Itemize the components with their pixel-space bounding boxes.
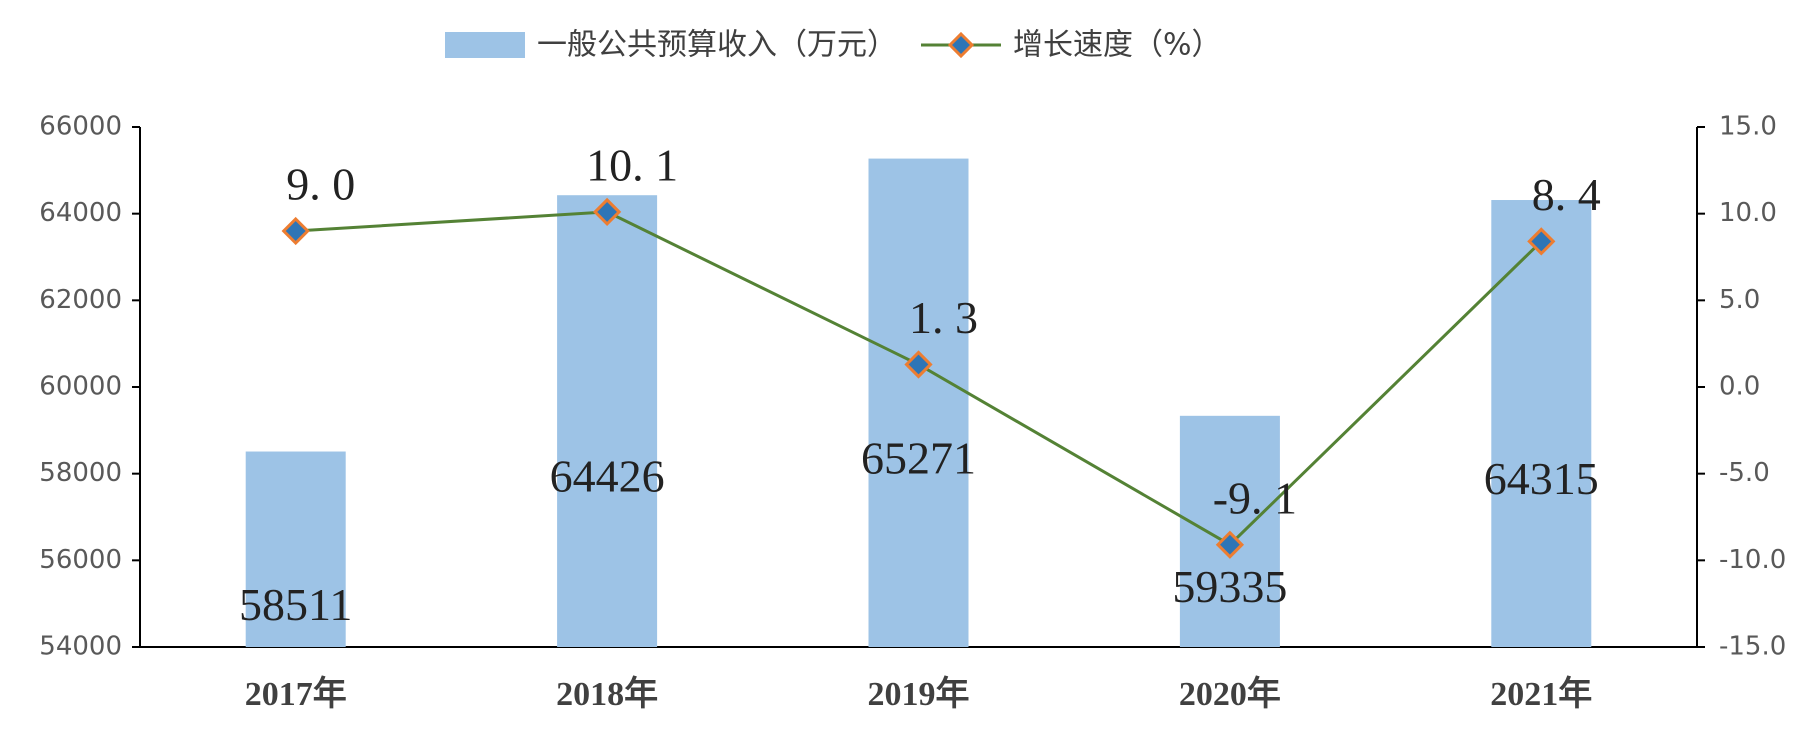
legend-swatch <box>445 32 525 58</box>
line-value-label: 9. 0 <box>286 159 355 210</box>
y-tick-label: 66000 <box>39 112 122 142</box>
bar-value-label: 64426 <box>550 451 665 502</box>
legend-label: 增长速度（%） <box>1013 28 1222 63</box>
y2-tick-label: -5.0 <box>1719 458 1770 488</box>
bar <box>557 195 658 647</box>
x-tick-label: 2018年 <box>556 675 658 713</box>
y-tick-label: 56000 <box>39 545 122 575</box>
bar-value-label: 64315 <box>1484 453 1599 504</box>
marker <box>592 197 622 227</box>
y-tick-label: 60000 <box>39 372 122 402</box>
legend-marker <box>947 31 975 59</box>
bar <box>1491 200 1592 647</box>
marker <box>1527 227 1556 256</box>
x-tick-label: 2020年 <box>1179 675 1281 713</box>
y-tick-label: 58000 <box>39 458 122 488</box>
bar-value-label: 65271 <box>861 432 976 483</box>
y-tick-label: 54000 <box>39 632 122 662</box>
legend-label: 一般公共预算收入（万元） <box>537 28 897 63</box>
y2-tick-label: -10.0 <box>1719 545 1786 575</box>
bar <box>245 451 346 647</box>
bar-value-label: 58511 <box>239 579 352 630</box>
x-tick-label: 2019年 <box>868 675 970 713</box>
bar-value-label: 59335 <box>1172 561 1287 612</box>
x-tick-label: 2021年 <box>1490 675 1592 713</box>
line-value-label: -9. 1 <box>1213 472 1297 523</box>
y2-tick-label: 0.0 <box>1719 372 1760 402</box>
bar <box>868 158 969 647</box>
line-value-label: 1. 3 <box>909 292 978 343</box>
y2-tick-label: 10.0 <box>1719 198 1777 228</box>
y2-tick-label: 15.0 <box>1719 112 1777 142</box>
marker <box>281 216 310 246</box>
line-value-label: 8. 4 <box>1532 169 1601 220</box>
y-tick-label: 62000 <box>39 285 122 315</box>
marker <box>1215 530 1245 559</box>
marker <box>904 350 933 379</box>
x-tick-label: 2017年 <box>245 675 347 713</box>
line-value-label: 10. 1 <box>586 139 678 190</box>
y2-tick-label: 5.0 <box>1719 285 1760 315</box>
y2-tick-label: -15.0 <box>1719 632 1786 662</box>
y-tick-label: 64000 <box>39 198 122 228</box>
